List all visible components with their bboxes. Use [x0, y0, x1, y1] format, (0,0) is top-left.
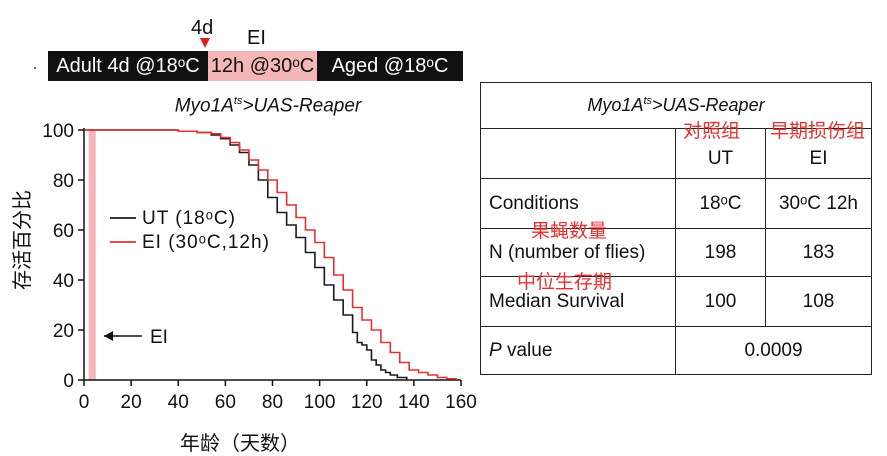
ei-exposure-band	[88, 130, 96, 380]
legend-label-ei: EI (30ᵒC,12h)	[142, 232, 270, 253]
x-axis-label: 年龄（天数）	[180, 433, 300, 455]
cell-pvalue: 0.0009	[675, 326, 872, 375]
y-tick-label: 60	[53, 221, 74, 242]
annotation-early-injury-group: 早期损伤组	[770, 121, 866, 142]
survival-table: Myo1Ats>UAS-Reaper UT EI Conditions 18ᵒC…	[480, 82, 872, 375]
cell-median-ut: 100	[675, 276, 766, 327]
annotation-median-survival: 中位生存期	[517, 272, 613, 293]
cell-median-ei: 108	[765, 276, 872, 327]
annotation-fly-count: 果蝇数量	[531, 221, 608, 242]
x-tick-label: 60	[215, 392, 236, 413]
survival-chart: 0 20 40 60 80 100 0 20 40 60 80 100 120 140 160 UT (18…	[42, 121, 477, 413]
stray-dot	[34, 67, 36, 69]
x-tick-label: 0	[79, 392, 90, 413]
x-tick-label: 120	[351, 392, 383, 413]
cell-n-ei: 183	[765, 228, 872, 277]
y-tick-label: 40	[53, 271, 74, 292]
arrow-label: EI	[150, 327, 168, 348]
col-header-ut: UT	[675, 128, 766, 179]
timeline-marker-label: 4d	[191, 17, 214, 39]
timeline-ei-label: EI	[247, 27, 266, 49]
table-title: Myo1Ats>UAS-Reaper	[480, 82, 872, 129]
x-tick-label: 20	[121, 392, 142, 413]
legend-label-ut: UT (18ᵒC)	[142, 208, 236, 229]
arrow-left-icon	[104, 331, 113, 341]
cell-conditions-ei: 30ᵒC 12h	[765, 178, 872, 229]
timeline-segment-aged: Aged @18ᵒC	[317, 51, 463, 81]
row-label-conditions: Conditions	[480, 178, 676, 229]
y-tick-label: 80	[53, 171, 74, 192]
table-corner-cell	[480, 128, 676, 179]
y-tick-label: 0	[63, 371, 74, 392]
timeline-marker-triangle-icon	[200, 38, 210, 48]
x-tick-label: 100	[304, 392, 336, 413]
y-tick-label: 20	[53, 321, 74, 342]
cell-n-ut: 198	[675, 228, 766, 277]
y-tick-label: 100	[42, 121, 74, 142]
row-label-pvalue: P value	[480, 326, 676, 375]
x-tick-label: 160	[445, 392, 477, 413]
table-row: Median Survival 100 108	[480, 276, 872, 327]
table-row: N (number of flies) 198 183	[480, 228, 872, 277]
plot-title: Myo1Ats>UAS-Reaper	[174, 95, 362, 117]
table-row: P value 0.0009	[480, 326, 872, 375]
cell-conditions-ut: 18ᵒC	[675, 178, 766, 229]
timeline-segment-adult: Adult 4d @18ᵒC	[48, 51, 208, 81]
x-tick-label: 40	[168, 392, 189, 413]
x-tick-label: 140	[398, 392, 430, 413]
survival-curve-ut	[84, 129, 408, 380]
timeline-segment-heat: 12h @30ᵒC	[208, 51, 317, 81]
x-tick-label: 80	[262, 392, 283, 413]
annotation-control-group: 对照组	[683, 121, 741, 142]
col-header-ei: EI	[765, 128, 872, 179]
row-label-n: N (number of flies)	[480, 228, 676, 277]
survival-curve-ei	[84, 129, 458, 380]
